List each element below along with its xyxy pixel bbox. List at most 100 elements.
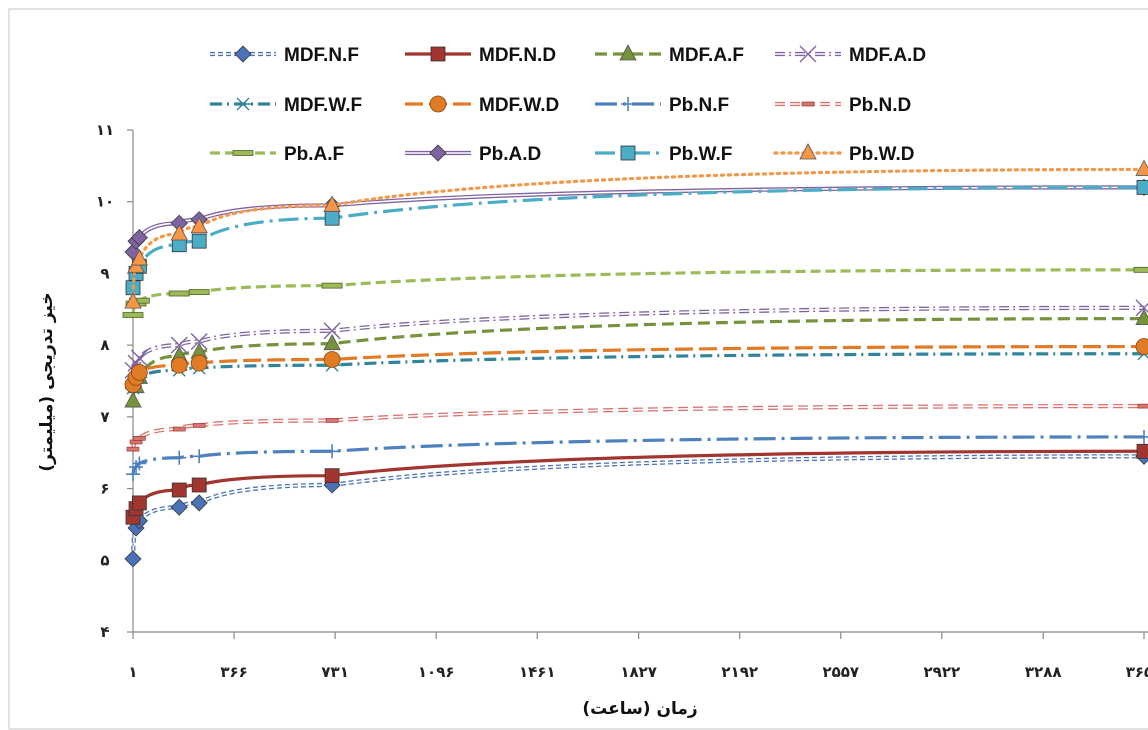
data-point <box>124 292 142 309</box>
data-point <box>190 333 208 351</box>
data-point <box>133 436 146 441</box>
legend-item-mdf-w-f: MDF.W.F <box>210 95 362 116</box>
data-point <box>170 224 188 241</box>
legend-label: Pb.W.F <box>669 144 732 165</box>
data-point <box>130 229 148 247</box>
x-tick-label: ۱۰۹۶ <box>418 663 455 681</box>
x-tick-label: ۲۹۲۲ <box>924 663 961 681</box>
x-tick-label: ۱ <box>128 663 137 681</box>
data-point <box>321 282 343 289</box>
legend-item-mdf-n-d: MDF.N.D <box>405 45 556 66</box>
legend-label: Pb.A.D <box>479 144 541 165</box>
data-point <box>130 349 148 367</box>
legend-item-pb-a-f: Pb.A.F <box>210 144 344 165</box>
data-point <box>124 391 142 408</box>
data-point <box>1135 308 1148 326</box>
legend-marker <box>799 143 817 160</box>
y-tick-label: ۱۰ <box>96 193 114 211</box>
series-line <box>131 435 1145 475</box>
legend-item-pb-n-d: Pb.N.D <box>775 95 911 116</box>
x-tick-label: ۱۸۲۷ <box>620 663 657 681</box>
data-point <box>324 468 340 484</box>
x-tick-label: ۷۳۱ <box>321 663 348 681</box>
data-point <box>168 290 190 297</box>
data-point <box>129 460 144 475</box>
y-tick-label: ۵ <box>100 551 109 569</box>
data-point <box>126 467 140 482</box>
data-point <box>130 363 148 381</box>
legend-marker <box>232 150 254 156</box>
series-mdf-w-d <box>124 338 1148 393</box>
x-tick-label: ۳۶۶ <box>220 663 247 681</box>
data-point <box>1135 299 1148 317</box>
legend-marker <box>621 97 635 111</box>
legend-label: Pb.W.D <box>849 144 914 165</box>
data-point <box>170 336 188 354</box>
data-point <box>190 494 208 512</box>
data-point <box>188 289 210 295</box>
legend-marker <box>799 45 817 63</box>
x-tick-label: ۱۴۶۱ <box>519 663 556 681</box>
data-point <box>1136 179 1148 195</box>
data-point <box>190 354 208 372</box>
legend-item-mdf-w-d: MDF.W.D <box>405 95 559 116</box>
data-point <box>132 456 147 471</box>
data-point <box>192 449 207 464</box>
y-tick-label: ۹ <box>100 264 109 282</box>
legend-label: MDF.W.D <box>479 95 559 116</box>
legend-item-pb-a-d: Pb.A.D <box>405 144 541 165</box>
data-point <box>1135 159 1148 176</box>
data-point <box>131 495 147 511</box>
data-point <box>191 477 207 493</box>
legend-marker <box>429 95 447 113</box>
legend-label: MDF.A.F <box>669 45 744 66</box>
legend-item-mdf-a-d: MDF.A.D <box>775 45 926 66</box>
data-point <box>126 446 140 452</box>
legend-marker <box>619 44 637 61</box>
data-point <box>1137 429 1148 444</box>
data-point <box>172 426 186 432</box>
legend-item-mdf-n-f: MDF.N.F <box>210 45 359 66</box>
x-axis-title: زمان (ساعت) <box>582 699 697 719</box>
data-point <box>323 351 341 368</box>
legend-marker <box>801 101 815 107</box>
data-point <box>323 195 341 212</box>
data-point <box>325 444 340 459</box>
data-point <box>130 249 149 266</box>
series-layer <box>122 159 1148 568</box>
series-pb-n-f <box>126 429 1148 482</box>
legend-marker <box>429 144 447 162</box>
y-tick-label: ۴ <box>100 623 109 641</box>
series-line <box>130 305 1145 371</box>
x-tick-label: ۳۲۸۸ <box>1025 663 1062 681</box>
legend-label: MDF.N.D <box>479 45 556 66</box>
legend-item-pb-w-f: Pb.W.F <box>595 144 732 165</box>
data-point <box>1133 266 1148 273</box>
y-axis-title: خیز تدریجی (میلیمتر) <box>37 292 57 471</box>
data-point <box>124 550 142 568</box>
y-tick-label: ۶ <box>100 480 109 498</box>
legend: MDF.N.F MDF.N.D MDF.A.F MDF.A.D MDF.W.F MDF.W… <box>210 44 926 165</box>
data-point <box>122 312 144 318</box>
series-pb-w-d <box>124 159 1148 309</box>
legend-label: Pb.N.D <box>849 95 911 116</box>
x-tick-label: ۳۶۵۲ <box>1126 663 1148 681</box>
data-point <box>1135 338 1148 355</box>
legend-label: Pb.A.F <box>284 144 344 165</box>
data-point <box>190 216 208 234</box>
legend-item-mdf-a-f: MDF.A.F <box>595 44 744 66</box>
y-tick-label: ۱۱ <box>96 121 114 139</box>
series-line-inner <box>132 307 1145 371</box>
data-point <box>172 450 187 465</box>
legend-label: MDF.W.F <box>284 95 362 116</box>
data-point <box>192 423 206 428</box>
legend-item-pb-w-d: Pb.W.D <box>773 143 914 165</box>
data-point <box>170 498 188 516</box>
x-tick-label: ۲۱۹۲ <box>721 663 758 681</box>
data-point <box>171 482 187 498</box>
data-point <box>170 356 188 374</box>
data-point <box>323 322 341 340</box>
legend-item-pb-n-f: Pb.N.F <box>595 95 729 116</box>
